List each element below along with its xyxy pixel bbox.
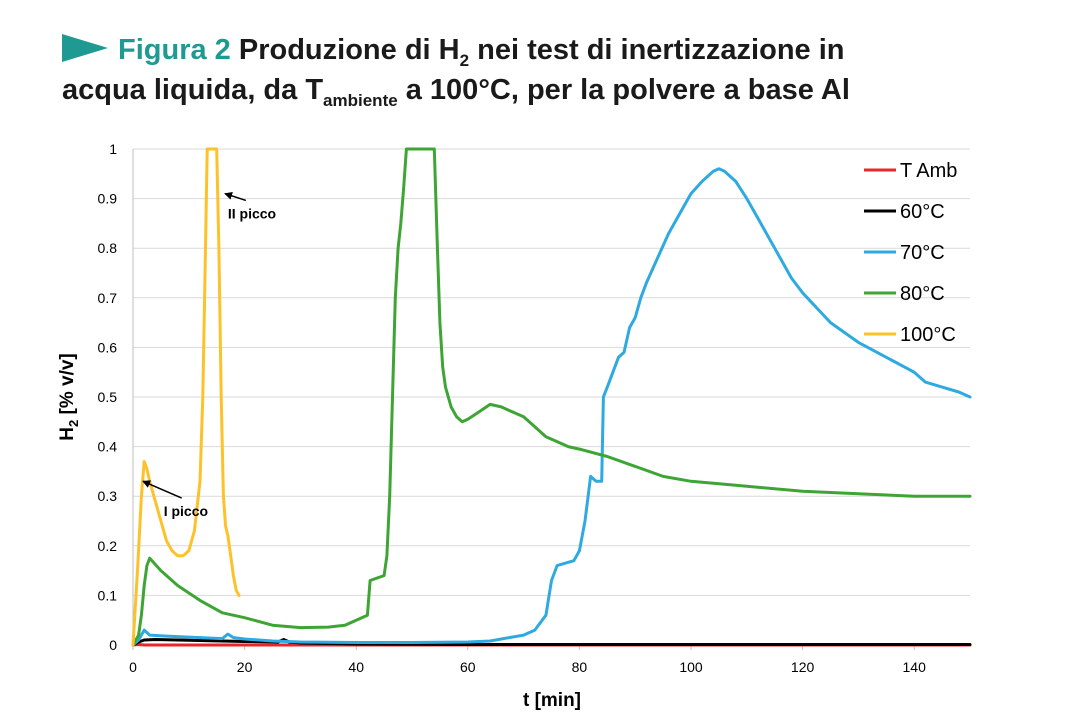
y-tick-label: 0.5 — [98, 389, 118, 405]
x-tick-label: 80 — [572, 659, 588, 675]
title-line-2: acqua liquida, da Tambiente a 100°C, per… — [62, 70, 1062, 110]
legend-label: 80°C — [900, 283, 945, 305]
y-tick-label: 1 — [109, 141, 117, 157]
series-line-2 — [131, 167, 972, 647]
y-axis-label: H2 [% v/v] — [57, 353, 81, 441]
legend-label: 70°C — [900, 242, 945, 264]
x-tick-label: 20 — [237, 659, 253, 675]
x-tick-label: 0 — [129, 659, 137, 675]
y-tick-label: 0.7 — [98, 290, 118, 306]
legend-label: 60°C — [900, 201, 945, 223]
y-tick-label: 0.8 — [98, 240, 118, 256]
y-axis-label-main: H — [57, 427, 78, 441]
chart-axes — [132, 149, 970, 650]
title-arrow-icon — [62, 34, 108, 62]
chart-grid — [133, 148, 970, 596]
legend-label: T Amb — [900, 160, 957, 182]
annotation-label: I picco — [164, 503, 208, 519]
figure-label: Figura 2 — [118, 34, 231, 66]
annotation-arrow — [142, 480, 182, 499]
chart-legend: T Amb 60°C 70°C 80°C 100°C — [864, 160, 957, 346]
y-tick-label: 0.1 — [98, 587, 118, 603]
y-tick-label: 0.4 — [98, 439, 118, 455]
chart-ticks: 0 0.1 0.2 0.3 0.4 0.5 0.6 0.7 0.8 0.9 1 0 20 40 60 80 10… — [98, 141, 927, 675]
x-tick-label: 60 — [460, 659, 476, 675]
legend-label: 100°C — [900, 324, 956, 346]
title-line-1: Figura 2 Produzione di H2 nei test di in… — [62, 30, 1062, 70]
x-tick-label: 140 — [903, 659, 927, 675]
annotation-arrow — [224, 192, 247, 202]
title-text-3: acqua liquida, da T — [62, 74, 324, 106]
title-text-1: Produzione di H — [238, 34, 460, 66]
y-axis-label-rest: [% v/v] — [57, 353, 78, 420]
series-line-4 — [131, 147, 241, 647]
series-line-3 — [131, 147, 972, 647]
chart-annotations: II picco I picco — [142, 192, 276, 519]
title-subscript-2: ambiente — [323, 90, 398, 110]
title-subscript-1: 2 — [459, 50, 470, 70]
annotation-label: II picco — [228, 205, 276, 221]
x-tick-label: 100 — [679, 659, 703, 675]
y-tick-label: 0.3 — [98, 488, 118, 504]
x-tick-label: 120 — [791, 659, 815, 675]
title-text-4: a 100°C, per la polvere a base Al — [397, 74, 850, 106]
x-tick-label: 40 — [348, 659, 364, 675]
y-tick-label: 0.2 — [98, 538, 118, 554]
y-tick-label: 0.6 — [98, 339, 118, 355]
y-tick-label: 0.9 — [98, 191, 118, 207]
title-text-2: nei test di inertizzazione in — [469, 34, 845, 66]
y-axis-label-sub: 2 — [66, 420, 81, 427]
figure-title: Figura 2 Produzione di H2 nei test di in… — [62, 30, 1062, 110]
x-axis-label: t [min] — [523, 690, 581, 711]
chart-series — [131, 147, 972, 647]
y-tick-label: 0 — [109, 637, 117, 653]
